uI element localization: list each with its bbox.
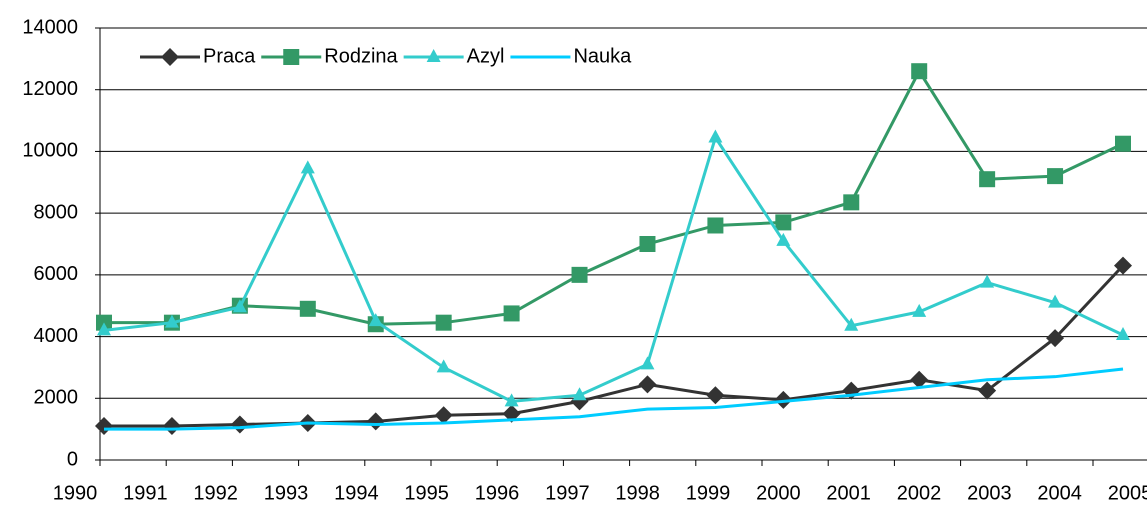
marker <box>639 236 656 252</box>
marker <box>978 381 997 400</box>
y-tick-label: 6000 <box>34 263 79 285</box>
y-tick-label: 10000 <box>22 140 78 162</box>
marker <box>1116 327 1130 341</box>
marker <box>980 274 995 288</box>
marker <box>299 300 316 317</box>
marker <box>1115 135 1131 152</box>
series-line <box>104 264 1125 428</box>
y-tick-label: 12000 <box>22 78 78 100</box>
marker <box>504 393 519 407</box>
marker <box>979 171 996 188</box>
legend-marker <box>161 48 179 66</box>
x-tick-label: 1995 <box>404 482 449 504</box>
x-tick-label: 1998 <box>615 482 660 504</box>
y-tick-label: 8000 <box>34 201 79 223</box>
y-tick-label: 0 <box>67 448 78 470</box>
marker <box>503 305 520 322</box>
marker <box>572 387 587 401</box>
marker <box>1114 256 1132 275</box>
marker <box>775 214 792 231</box>
marker <box>1048 294 1063 308</box>
y-tick-label: 14000 <box>22 16 78 38</box>
marker <box>706 386 725 405</box>
marker <box>774 390 793 409</box>
y-tick-label: 4000 <box>34 325 79 347</box>
marker <box>844 317 859 331</box>
marker <box>164 314 179 328</box>
x-tick-label: 1993 <box>264 482 309 504</box>
x-tick-label: 1991 <box>123 482 168 504</box>
marker <box>230 415 249 434</box>
legend-marker <box>426 49 441 62</box>
legend-marker <box>283 49 300 65</box>
marker <box>95 417 113 436</box>
marker <box>435 314 452 331</box>
series-line <box>104 68 1124 326</box>
marker <box>232 299 247 313</box>
legend-label: Rodzina <box>324 45 398 67</box>
marker <box>638 375 657 394</box>
x-tick-label: 2000 <box>756 482 801 504</box>
marker <box>776 232 791 246</box>
marker <box>911 63 928 80</box>
y-tick-label: 2000 <box>34 387 79 409</box>
x-tick-label: 1999 <box>686 482 731 504</box>
marker <box>707 217 724 234</box>
x-tick-label: 1997 <box>545 482 590 504</box>
x-tick-label: 2003 <box>967 482 1012 504</box>
marker <box>368 313 383 327</box>
marker <box>366 412 385 431</box>
marker <box>300 160 315 174</box>
marker <box>1047 168 1064 185</box>
x-tick-label: 2004 <box>1037 482 1082 504</box>
x-tick-label: 1992 <box>193 482 238 504</box>
x-tick-label: 1996 <box>475 482 520 504</box>
marker <box>640 356 655 370</box>
series-line <box>104 367 1124 431</box>
x-tick-label: 1990 <box>53 482 98 504</box>
marker <box>436 359 451 373</box>
series-line <box>103 134 1124 403</box>
x-tick-label: 2001 <box>826 482 871 504</box>
marker <box>162 417 181 436</box>
marker <box>1046 329 1065 348</box>
marker <box>843 194 860 211</box>
x-tick-label: 2005 <box>1108 482 1147 504</box>
marker <box>571 266 588 283</box>
legend-label: Praca <box>203 45 256 67</box>
marker <box>708 129 723 143</box>
marker <box>912 303 927 317</box>
legend-label: Azyl <box>467 45 505 67</box>
x-tick-label: 2002 <box>897 482 942 504</box>
marker <box>97 322 111 336</box>
x-tick-label: 1994 <box>334 482 379 504</box>
marker <box>434 406 453 425</box>
marker <box>910 370 929 389</box>
legend-label: Nauka <box>573 45 632 67</box>
